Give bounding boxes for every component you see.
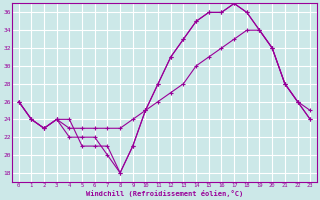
X-axis label: Windchill (Refroidissement éolien,°C): Windchill (Refroidissement éolien,°C): [86, 190, 243, 197]
